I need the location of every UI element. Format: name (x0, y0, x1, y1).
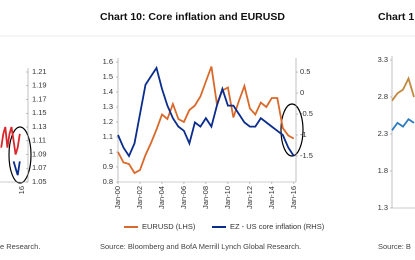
chart-title: Chart 1 (378, 11, 414, 23)
legend-label: EURUSD (LHS) (142, 222, 196, 231)
x-tick-label: Jan-14 (267, 186, 276, 209)
y-tick-label: 1.17 (32, 94, 47, 103)
source-note: e Research. (0, 242, 40, 251)
y-tick-label: 2.3 (378, 129, 388, 138)
y-tick-label: 2.8 (378, 92, 388, 101)
y-tick-label: 1.6 (103, 57, 113, 66)
x-tick-label: Jan-08 (201, 186, 210, 209)
x-tick-label: 16 (17, 186, 26, 194)
x-tick-label: Jan-02 (135, 186, 144, 209)
series-line (0, 126, 21, 155)
y-tick-label: 1.2 (103, 117, 113, 126)
highlight-ellipse (8, 126, 32, 184)
y-tick-label: 1.5 (103, 72, 113, 81)
x-tick-label: Jan-12 (245, 186, 254, 209)
series-line (391, 117, 415, 131)
source-note: Source: Bloomberg and BofA Merrill Lynch… (100, 242, 301, 251)
x-tick-label: Jan-00 (113, 186, 122, 209)
y-tick-label: 1.3 (103, 102, 113, 111)
y-tick-label: 1.3 (378, 203, 388, 212)
highlight-ellipse (280, 103, 304, 157)
y-tick-label: 3.3 (378, 55, 388, 64)
y-tick-label: 1.07 (32, 163, 47, 172)
x-tick-label: Jan-04 (157, 186, 166, 209)
y2-tick-label: -1.5 (300, 151, 313, 160)
series-line (117, 65, 295, 158)
y-tick-label: 1.1 (103, 132, 113, 141)
y2-tick-label: 0 (300, 88, 304, 97)
y-tick-label: 0.9 (103, 162, 113, 171)
y2-tick-label: -0.5 (300, 109, 313, 118)
y-tick-label: 1.15 (32, 108, 47, 117)
y-tick-label: 1 (109, 147, 113, 156)
series-line (12, 161, 21, 176)
y-tick-label: 1.4 (103, 87, 113, 96)
y-tick-label: 1.11 (32, 136, 46, 145)
y-tick-label: 1.13 (32, 122, 47, 131)
y2-tick-label: -1 (300, 130, 307, 139)
y-tick-label: 1.19 (32, 81, 47, 90)
y-tick-label: 0.8 (103, 177, 113, 186)
y-tick-label: 1.09 (32, 149, 47, 158)
legend-label: EZ - US core inflation (RHS) (230, 222, 325, 231)
x-tick-label: Jan-06 (179, 186, 188, 209)
series-line (117, 66, 295, 175)
y-tick-label: 1.05 (32, 177, 47, 186)
x-tick-label: Jan-16 (289, 186, 298, 209)
x-tick-label: Jan-10 (223, 186, 232, 209)
y-tick-label: 1.21 (32, 67, 47, 76)
series-line (391, 76, 415, 102)
source-note: Source: B (378, 242, 411, 251)
chart-title: Chart 10: Core inflation and EURUSD (100, 11, 285, 23)
y2-tick-label: 0.5 (300, 67, 310, 76)
y-tick-label: 1.8 (378, 166, 388, 175)
